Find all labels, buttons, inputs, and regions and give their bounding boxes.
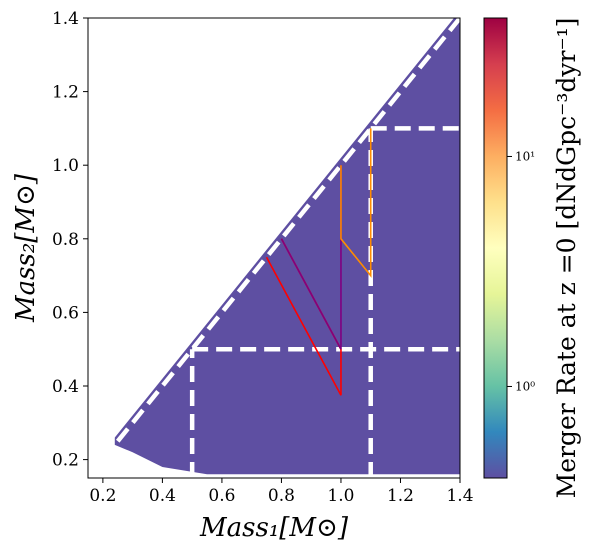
y-tick-label: 0.6 <box>52 303 79 323</box>
x-tick-label: 0.8 <box>268 486 295 506</box>
colorbar-label: Merger Rate at z =0 [dNdGpc⁻³dyr⁻¹] <box>552 18 581 499</box>
y-tick-label: 1.0 <box>52 156 79 176</box>
y-tick-label: 0.4 <box>52 377 79 397</box>
y-tick-label: 0.8 <box>52 230 79 250</box>
y-axis: 0.2 0.4 0.6 0.8 1.0 1.2 1.4 <box>52 9 88 471</box>
x-tick-label: 0.2 <box>89 486 116 506</box>
y-tick-label: 1.4 <box>52 9 79 29</box>
x-tick-label: 0.4 <box>149 486 176 506</box>
colorbar-tick-label: 10¹ <box>515 149 535 163</box>
y-tick-label: 1.2 <box>52 83 79 103</box>
x-tick-label: 1.4 <box>446 486 473 506</box>
x-tick-label: 0.6 <box>208 486 235 506</box>
x-tick-label: 1.2 <box>387 486 414 506</box>
colorbar <box>483 17 508 479</box>
x-axis-label: Mass₁[M⊙] <box>199 513 349 543</box>
dashed-boundary-0 <box>116 18 460 443</box>
hexbin-region <box>114 18 460 475</box>
x-tick-label: 1.0 <box>327 486 354 506</box>
plot-frame <box>87 17 461 479</box>
y-tick-label: 0.2 <box>52 451 79 471</box>
colorbar-tick-label: 10⁰ <box>515 379 535 393</box>
plot-area <box>114 18 460 478</box>
x-axis: 0.2 0.4 0.6 0.8 1.0 1.2 1.4 <box>89 478 474 506</box>
colorbar-ticks: 10⁰ 10¹ <box>507 149 535 393</box>
region-outline-3 <box>340 128 372 278</box>
y-axis-label: Mass₂[M⊙] <box>11 173 41 323</box>
